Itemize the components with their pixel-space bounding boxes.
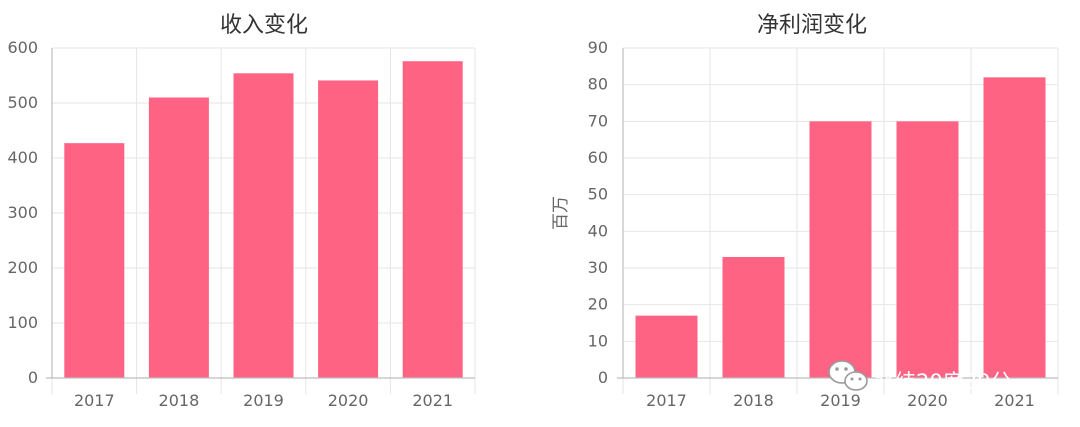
watermark-text: 北纬20度30分 [874, 370, 1011, 394]
x-tick-label: 2021 [412, 391, 453, 410]
bar-2017 [64, 143, 125, 378]
y-tick-label: 60 [588, 148, 608, 167]
bar-2021 [983, 77, 1046, 378]
chart-title: 净利润变化 [757, 13, 867, 38]
y-tick-label: 50 [588, 185, 608, 204]
bar-2020 [896, 121, 959, 378]
y-tick-label: 70 [588, 111, 608, 130]
bar-2017 [635, 315, 698, 378]
y-tick-label: 10 [588, 331, 608, 350]
chart-title: 收入变化 [220, 13, 308, 38]
watermark: 北纬20度30分 [828, 360, 1011, 394]
y-tick-label: 40 [588, 221, 608, 240]
revenue-chart: 收入变化 0 100 200 300 400 500 600 2017 2018 2019 202… [7, 13, 476, 410]
bar-2019 [809, 121, 872, 378]
bar-2021 [402, 61, 463, 378]
y-tick-label: 300 [7, 203, 38, 222]
bar-2019 [233, 73, 294, 379]
y-tick-label: 400 [7, 148, 38, 167]
x-tick-label: 2021 [994, 391, 1035, 410]
y-tick-label: 90 [588, 38, 608, 57]
y-tick-label: 500 [7, 93, 38, 112]
y-tick-label: 100 [7, 313, 38, 332]
x-tick-label: 2019 [243, 391, 284, 410]
y-tick-label: 200 [7, 258, 38, 277]
y-tick-label: 80 [588, 75, 608, 94]
net-profit-chart: 净利润变化 0 10 20 30 40 50 60 70 80 90 2017 2018 2019 20… [551, 13, 1059, 410]
bar-2018 [148, 97, 209, 378]
y-tick-label: 0 [28, 368, 38, 387]
y-tick-label: 20 [588, 295, 608, 314]
bar-2020 [318, 80, 379, 378]
x-tick-label: 2020 [328, 391, 369, 410]
y-tick-label: 30 [588, 258, 608, 277]
x-tick-label: 2018 [733, 391, 774, 410]
x-tick-label: 2019 [820, 391, 861, 410]
x-tick-label: 2017 [74, 391, 115, 410]
wechat-icon [828, 360, 868, 391]
x-tick-label: 2020 [907, 391, 948, 410]
y-axis-title: 百万 [551, 196, 571, 230]
x-tick-label: 2018 [159, 391, 200, 410]
bar-2018 [722, 257, 785, 378]
x-tick-label: 2017 [646, 391, 687, 410]
y-tick-label: 0 [598, 368, 608, 387]
y-tick-label: 600 [7, 38, 38, 57]
